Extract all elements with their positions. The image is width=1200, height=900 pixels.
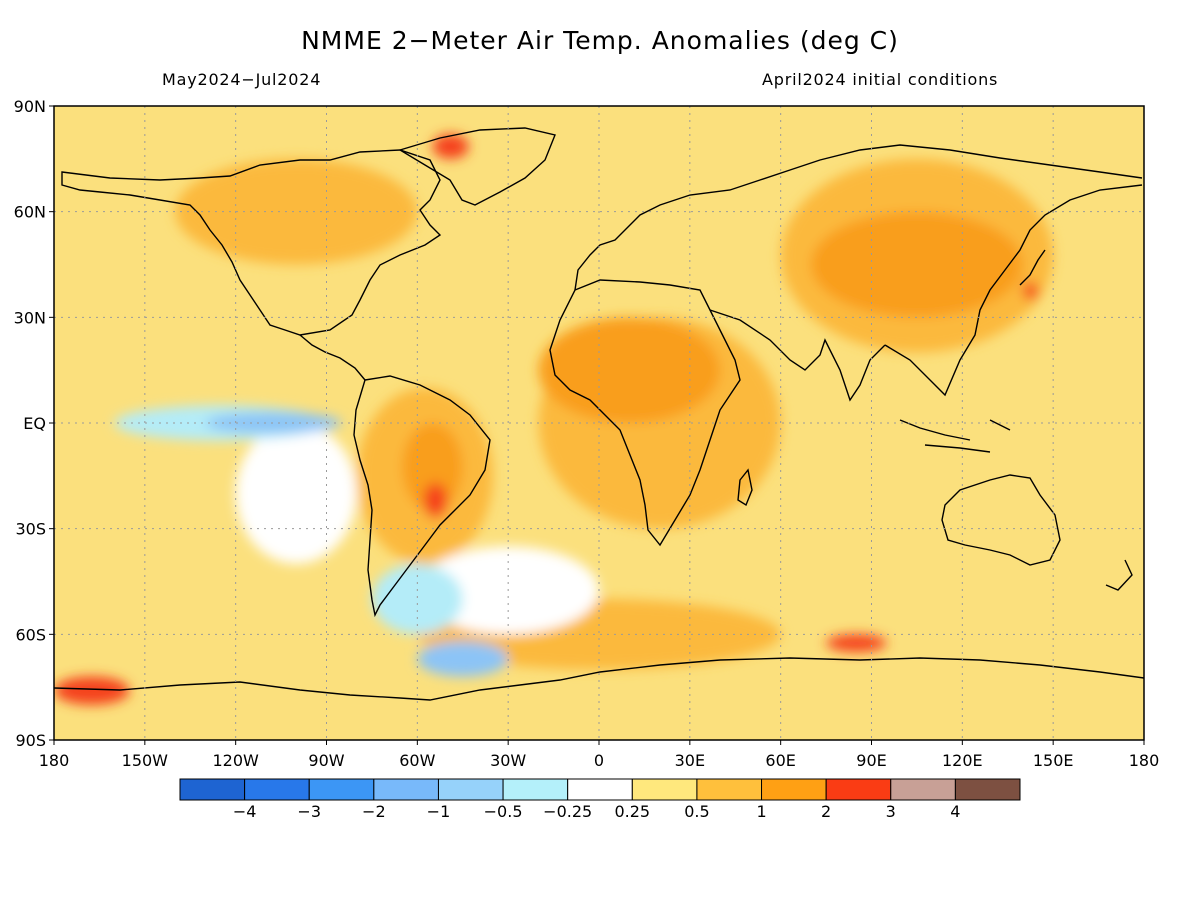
coastline-south-america xyxy=(353,375,491,618)
coastline-antarctica xyxy=(54,657,1144,701)
colorbar-swatch xyxy=(179,778,246,801)
latitude-label: 90S xyxy=(15,731,46,750)
colorbar-swatch xyxy=(502,778,569,801)
colorbar-swatch xyxy=(631,778,698,801)
longitude-label: 90W xyxy=(308,751,344,770)
coastline-greenland xyxy=(398,127,556,206)
longitude-label: 150E xyxy=(1033,751,1074,770)
colorbar-tick-label: 2 xyxy=(821,802,831,821)
anomaly-region xyxy=(417,641,509,677)
anomaly-regions xyxy=(54,134,1054,705)
longitude-label: 30W xyxy=(490,751,526,770)
colorbar-swatch xyxy=(567,778,633,801)
longitude-label: 180 xyxy=(39,751,70,770)
colorbar-tick-label: −3 xyxy=(297,802,321,821)
coastline-new-zealand xyxy=(1105,559,1133,591)
anomaly-region xyxy=(810,211,1023,318)
coastline-africa xyxy=(549,279,741,547)
anomaly-region xyxy=(826,634,887,652)
longitude-labels: 180 150W 120W 90W 60W 30W 0 30E 60E 90E 120E 150E 18… xyxy=(39,751,1160,770)
longitude-label: 90E xyxy=(856,751,886,770)
anomaly-region xyxy=(235,423,357,564)
coastline-australia xyxy=(941,474,1061,566)
colorbar-tick-label: 0.25 xyxy=(614,802,650,821)
latitude-label: 60N xyxy=(14,203,46,222)
longitude-label: 150W xyxy=(122,751,169,770)
coastline-central-america xyxy=(299,334,366,381)
coastline-japan xyxy=(1019,249,1046,286)
anomaly-region xyxy=(1022,282,1039,300)
longitude-label: 120E xyxy=(942,751,983,770)
latitude-labels: 90N 60N 30N EQ 30S 60S 90S xyxy=(14,97,46,750)
coastline-madagascar xyxy=(737,468,753,507)
map-gridlines xyxy=(54,106,1144,740)
colorbar-tick-label: −0.5 xyxy=(484,802,523,821)
longitude-label: 60W xyxy=(399,751,435,770)
anomaly-region xyxy=(402,423,463,512)
coastline-east-asia xyxy=(884,184,1143,397)
colorbar-swatch xyxy=(890,778,956,801)
colorbar-tick-label: −0.25 xyxy=(543,802,592,821)
longitude-label: 120W xyxy=(212,751,259,770)
colorbar-swatch xyxy=(761,778,827,801)
colorbar-tick-label: 0.5 xyxy=(684,802,709,821)
longitude-label: 0 xyxy=(594,751,604,770)
coastline-arabia-india xyxy=(709,309,886,402)
initial-conditions-label: April2024 initial conditions xyxy=(762,70,999,89)
colorbar-tick-label: 1 xyxy=(756,802,766,821)
latitude-label: 90N xyxy=(14,97,46,116)
latitude-label: 30S xyxy=(15,520,46,539)
colorbar-swatch xyxy=(696,778,763,801)
longitude-label: 30E xyxy=(675,751,705,770)
colorbar-swatch xyxy=(373,778,439,801)
anomaly-region xyxy=(538,317,721,423)
coastline-indonesia xyxy=(899,419,1011,453)
coastline-europe xyxy=(574,144,1143,291)
coastlines xyxy=(54,127,1144,701)
latitude-label: 30N xyxy=(14,308,46,327)
colorbar-tick-label: −2 xyxy=(362,802,386,821)
axis-ticks xyxy=(49,105,1145,745)
longitude-label: 180 xyxy=(1129,751,1160,770)
anomaly-region xyxy=(54,676,130,705)
latitude-label: EQ xyxy=(23,414,46,433)
latitude-label: 60S xyxy=(15,625,46,644)
anomaly-region xyxy=(371,563,463,635)
colorbar-tick-label: 4 xyxy=(950,802,960,821)
longitude-label: 60E xyxy=(765,751,795,770)
forecast-period-label: May2024−Jul2024 xyxy=(162,70,322,89)
coastline-north-america xyxy=(61,149,442,336)
colorbar-swatch xyxy=(437,778,504,801)
colorbar-swatch xyxy=(954,778,1021,801)
colorbar-labels: −4 −3 −2 −1 −0.5 −0.25 0.25 0.5 1 2 3 4 xyxy=(233,802,961,821)
colorbar xyxy=(179,778,1021,801)
anomaly-region xyxy=(423,482,448,519)
colorbar-tick-label: 3 xyxy=(886,802,896,821)
anomaly-region xyxy=(432,134,469,159)
colorbar-swatch xyxy=(308,778,375,801)
colorbar-swatch xyxy=(244,778,310,801)
page-title: NMME 2−Meter Air Temp. Anomalies (deg C) xyxy=(301,26,899,55)
anomaly-region xyxy=(205,412,342,434)
colorbar-tick-label: −1 xyxy=(427,802,451,821)
colorbar-swatch xyxy=(825,778,892,801)
colorbar-tick-label: −4 xyxy=(233,802,257,821)
anomaly-region xyxy=(175,158,418,265)
